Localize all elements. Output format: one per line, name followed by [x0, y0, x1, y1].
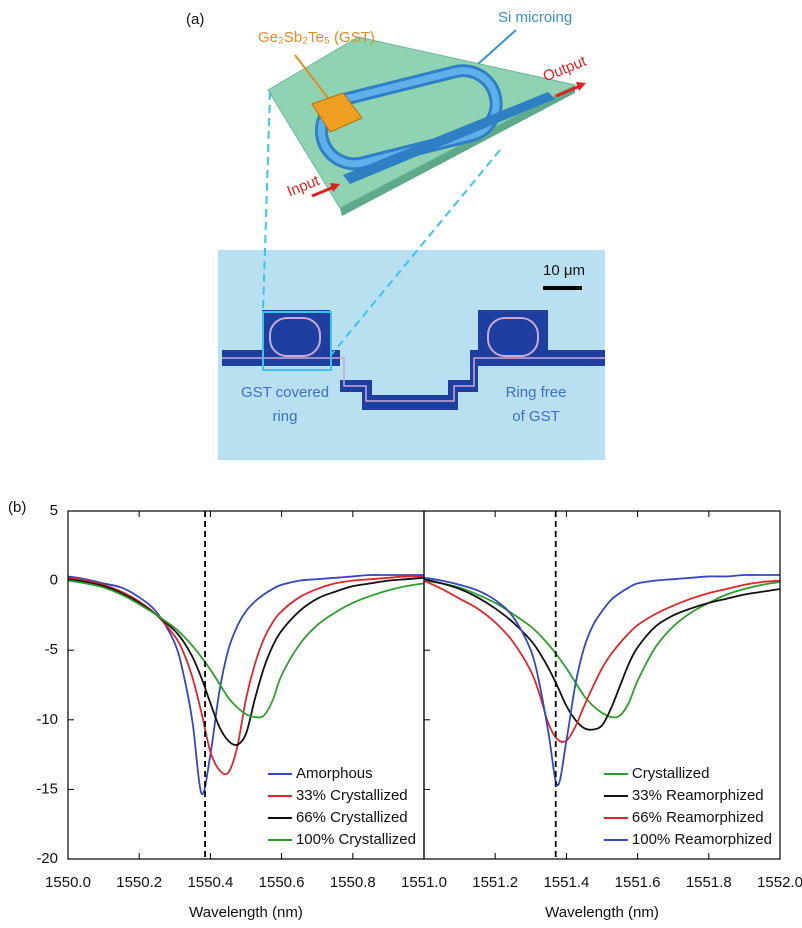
y-tick-label: 0	[50, 572, 58, 589]
legend-label: 66% Crystallized	[296, 809, 408, 826]
output-label: Output	[541, 52, 590, 85]
x-tick-label: 1550.0	[45, 874, 91, 891]
legend-label: Crystallized	[632, 765, 710, 782]
series-line	[68, 579, 424, 719]
gst-label: Ge₂Sb₂Te₅ (GST)	[258, 29, 375, 46]
caption: of GST	[512, 408, 560, 425]
series-line	[424, 574, 780, 787]
output-arrow	[555, 84, 581, 98]
x-axis-label: Wavelength (nm)	[545, 904, 659, 921]
y-tick-label: -15	[36, 780, 58, 797]
scale-label: 10 μm	[543, 262, 585, 279]
caption: GST covered	[241, 384, 329, 401]
right-ring	[487, 317, 539, 357]
input-arrow	[311, 185, 335, 198]
device-diagram	[267, 29, 586, 216]
y-tick-label: 5	[50, 502, 58, 519]
micrograph	[218, 91, 605, 460]
ring-label: Si microing	[498, 9, 572, 26]
ring-pointer	[477, 29, 517, 65]
x-axis-label: Wavelength (nm)	[189, 904, 303, 921]
legend: Crystallized 33% Reamorphized 66% Reamorph…	[603, 763, 774, 851]
legend-label: Amorphous	[296, 765, 373, 782]
legend-label: 100% Crystallized	[296, 831, 416, 848]
legend-bg	[603, 763, 774, 851]
y-tick-label: -5	[45, 641, 58, 658]
gst-patch	[311, 92, 363, 133]
legend-label: 66% Reamorphized	[632, 809, 764, 826]
x-tick-label: 1550.8	[330, 874, 376, 891]
x-tick-label: 1552.0	[757, 874, 802, 891]
caption: ring	[272, 408, 297, 425]
zoom-line	[330, 149, 501, 356]
y-tick-label: -10	[36, 711, 58, 728]
legend-label: 33% Crystallized	[296, 787, 408, 804]
x-tick-label: 1551.0	[401, 874, 447, 891]
x-tick-label: 1551.2	[472, 874, 518, 891]
input-arrowhead	[330, 183, 340, 192]
zoom-line	[262, 91, 271, 313]
x-tick-label: 1551.4	[543, 874, 589, 891]
x-tick-label: 1551.6	[615, 874, 661, 891]
legend: Amorphous 33% Crystallized 66% Crystallize…	[267, 763, 418, 851]
output-arrowhead	[576, 82, 586, 91]
x-tick-label: 1550.4	[187, 874, 233, 891]
slab-edge	[340, 85, 575, 216]
left-ring	[269, 317, 321, 357]
series-line	[68, 574, 424, 796]
bus-trace	[222, 357, 605, 402]
x-tick-label: 1551.8	[686, 874, 732, 891]
series-line	[68, 575, 424, 776]
caption: Ring free	[506, 384, 567, 401]
x-tick-label: 1550.2	[116, 874, 162, 891]
plot-frame	[423, 510, 781, 860]
series-line	[68, 576, 424, 747]
series-line	[424, 579, 780, 743]
bus-waveguide	[343, 92, 555, 184]
series-line	[424, 579, 780, 719]
panel-label: (b)	[8, 499, 26, 516]
zoom-box	[262, 311, 332, 371]
x-tick-label: 1550.6	[259, 874, 305, 891]
y-tick-label: -20	[36, 850, 58, 867]
legend-bg	[267, 763, 418, 851]
input-label: Input	[285, 172, 323, 201]
gst-pointer	[294, 54, 329, 99]
series-line	[424, 578, 780, 731]
panel-label: (a)	[186, 11, 204, 28]
legend-label: 100% Reamorphized	[632, 831, 772, 848]
legend-label: 33% Reamorphized	[632, 787, 764, 804]
